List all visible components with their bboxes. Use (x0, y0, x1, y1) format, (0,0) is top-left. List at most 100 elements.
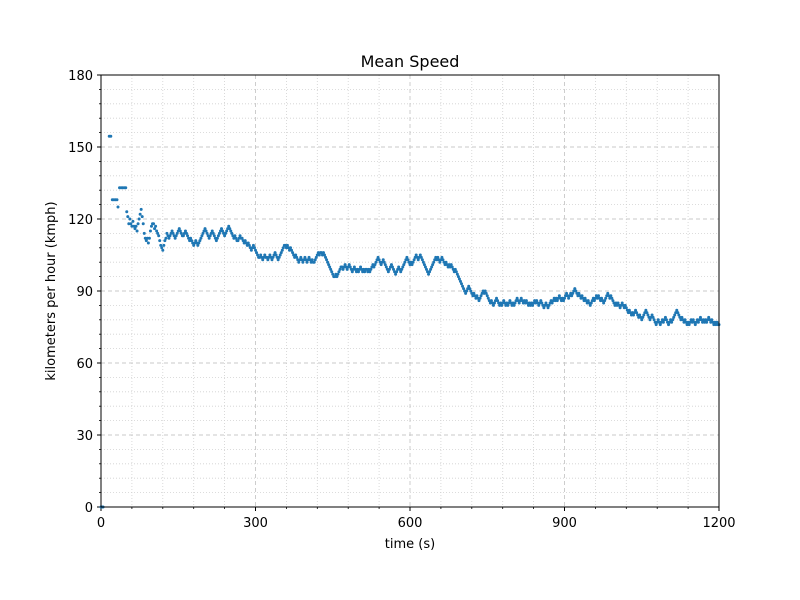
data-point (467, 284, 471, 288)
data-point (359, 265, 363, 269)
data-point (690, 320, 694, 324)
data-point (377, 258, 381, 262)
y-axis-tick-labels: 0 30 60 90 120 150 180 (68, 69, 93, 516)
data-point (462, 287, 466, 291)
x-tick-label: 1200 (702, 516, 735, 531)
data-point (383, 263, 387, 267)
data-point (449, 263, 453, 267)
data-point (220, 227, 224, 231)
data-point (320, 253, 324, 257)
data-point (625, 308, 629, 312)
data-point (130, 224, 134, 228)
data-point (646, 313, 650, 317)
data-point (125, 210, 129, 214)
data-point (206, 234, 210, 238)
data-point (440, 255, 444, 259)
data-point (556, 296, 560, 300)
data-point (648, 318, 652, 322)
data-point (673, 313, 677, 317)
data-point (691, 318, 695, 322)
data-point (143, 236, 147, 240)
data-point (153, 227, 157, 231)
data-point (637, 315, 641, 319)
data-point (385, 267, 389, 271)
data-point (213, 236, 217, 240)
data-point (696, 320, 700, 324)
data-point (657, 320, 661, 324)
data-point (474, 296, 478, 300)
data-point (265, 255, 269, 259)
data-point (177, 227, 181, 231)
data-point (565, 291, 569, 295)
data-point (246, 241, 250, 245)
data-point (323, 253, 327, 257)
data-point (570, 294, 574, 298)
data-point (375, 258, 379, 262)
data-point (278, 253, 282, 257)
data-point (502, 299, 506, 303)
data-point (382, 260, 386, 264)
data-point (679, 318, 683, 322)
data-point (492, 301, 496, 305)
data-point (418, 253, 422, 257)
data-point (605, 294, 609, 298)
data-point (214, 239, 218, 243)
data-point (439, 258, 443, 262)
data-point (678, 315, 682, 319)
data-point (345, 267, 349, 271)
data-point (221, 229, 225, 233)
data-point (367, 267, 371, 271)
data-point (707, 315, 711, 319)
data-point (537, 303, 541, 307)
data-point (606, 291, 610, 295)
data-point (538, 301, 542, 305)
data-point (196, 243, 200, 247)
data-point (305, 260, 309, 264)
data-point (138, 212, 142, 216)
data-point (365, 267, 369, 271)
data-point (292, 253, 296, 257)
data-point (147, 236, 151, 240)
data-point (535, 299, 539, 303)
data-point (291, 251, 295, 255)
data-point (627, 308, 631, 312)
data-point (210, 229, 214, 233)
data-point (581, 296, 585, 300)
data-point (656, 318, 660, 322)
data-point (194, 239, 198, 243)
data-point (554, 296, 558, 300)
data-point (518, 299, 522, 303)
data-point (561, 299, 565, 303)
data-point (286, 246, 290, 250)
data-point (614, 301, 618, 305)
data-point (702, 318, 706, 322)
data-point (553, 299, 557, 303)
data-point (435, 258, 439, 262)
data-point (579, 296, 583, 300)
data-point (441, 258, 445, 262)
data-point (398, 267, 402, 271)
data-point (613, 303, 617, 307)
data-point (209, 231, 213, 235)
data-point (576, 294, 580, 298)
data-point (155, 229, 159, 233)
data-point (426, 270, 430, 274)
data-point (124, 186, 128, 190)
data-point (479, 294, 483, 298)
data-point (343, 263, 347, 267)
data-point (331, 272, 335, 276)
data-point (245, 243, 249, 247)
data-point (350, 270, 354, 274)
data-point (252, 246, 256, 250)
data-point (351, 267, 355, 271)
data-point (466, 287, 470, 291)
data-point (618, 306, 622, 310)
data-point (420, 258, 424, 262)
data-point (533, 299, 537, 303)
data-point (573, 287, 577, 291)
data-point (600, 296, 604, 300)
data-point (549, 299, 553, 303)
data-point (575, 291, 579, 295)
data-point (520, 299, 524, 303)
data-point (227, 224, 231, 228)
